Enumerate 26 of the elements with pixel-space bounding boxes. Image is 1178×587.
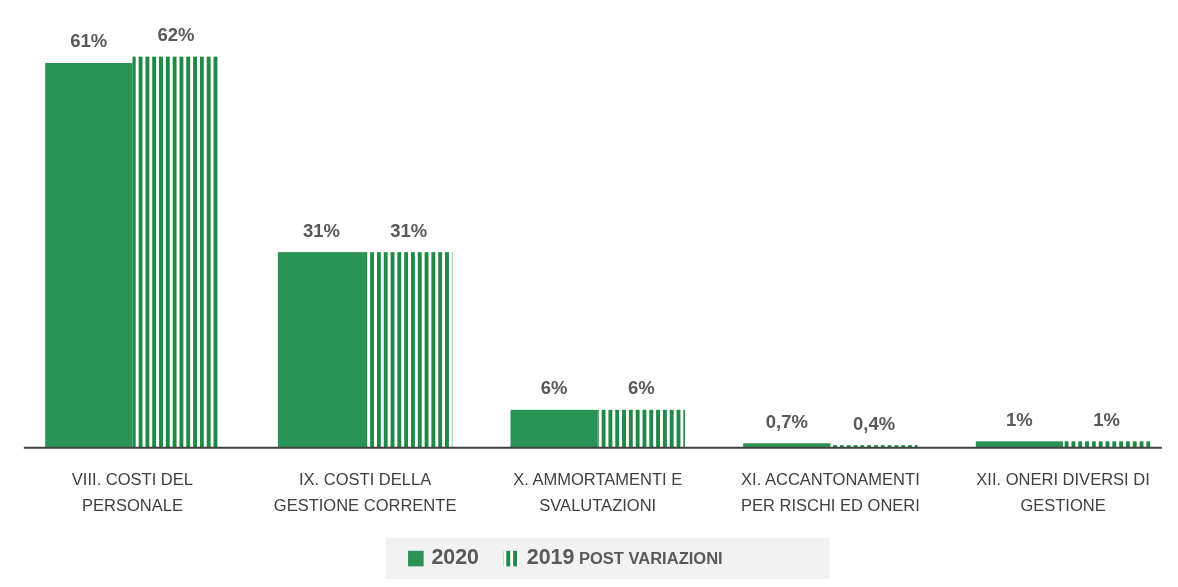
x-tick-label: IX. COSTI DELLA GESTIONE CORRENTE [273,469,457,515]
legend-label: 2020 [431,545,480,570]
bar [45,62,133,448]
bar [277,252,366,448]
bar [743,443,831,448]
data-label: 61% [70,30,108,52]
data-label: 31% [302,219,340,241]
bar [365,252,453,448]
x-tick-label: XII. ONERI DIVERSI DI GESTIONE [976,469,1150,515]
bar [975,441,1064,448]
bar [132,56,220,448]
data-label: 0,7% [765,410,808,432]
legend-label: 2019 POST VARIAZIONI [526,545,723,570]
data-label: 31% [390,219,428,241]
bar [597,409,685,448]
x-tick-label: VIII. COSTI DEL PERSONALE [71,469,194,515]
data-label: 1% [1006,408,1033,430]
data-label: 6% [540,377,568,399]
data-label: 1% [1093,408,1121,430]
data-label: 6% [628,377,655,399]
x-tick-label: X. AMMORTAMENTI E SVALUTAZIONI [513,469,683,515]
data-label: 0,4% [852,412,896,434]
bar [1063,441,1151,448]
data-label: 62% [157,24,195,46]
bar [510,409,598,448]
x-tick-label: XI. ACCANTONAMENTI PER RISCHI ED ONERI [740,469,920,515]
